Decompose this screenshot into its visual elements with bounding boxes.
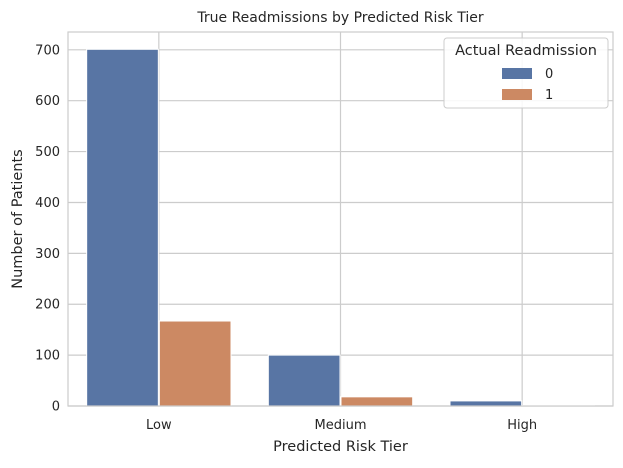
x-tick-label: Medium <box>315 418 367 433</box>
bars-layer <box>86 48 595 407</box>
bar-high-series-0 <box>449 400 523 407</box>
legend-swatch-1 <box>502 89 532 100</box>
x-tick-label: Low <box>146 418 172 433</box>
chart-title: True Readmissions by Predicted Risk Tier <box>196 10 483 26</box>
bar-low-series-1 <box>158 320 232 407</box>
y-tick-label: 300 <box>35 247 60 262</box>
y-tick-label: 600 <box>35 94 60 109</box>
y-tick-label: 500 <box>35 145 60 160</box>
bar-medium-series-1 <box>340 396 414 407</box>
x-axis-label: Predicted Risk Tier <box>273 439 408 455</box>
y-tick-label: 200 <box>35 298 60 313</box>
legend-label-0: 0 <box>545 67 553 82</box>
bar-low-series-0 <box>86 48 159 407</box>
legend-swatch-0 <box>502 68 532 79</box>
y-tick-label: 100 <box>35 349 60 364</box>
legend: Actual Readmission 0 1 <box>443 37 609 109</box>
legend-title: Actual Readmission <box>455 43 597 59</box>
y-tick-label: 0 <box>52 400 60 415</box>
bar-medium-series-0 <box>267 354 341 407</box>
y-tick-label: 700 <box>35 43 60 58</box>
y-axis-label: Number of Patients <box>10 149 26 289</box>
ticks-layer: 0 100 200 300 400 500 600 700 Low Medium High <box>35 43 537 433</box>
y-tick-label: 400 <box>35 196 60 211</box>
x-tick-label: High <box>507 418 537 433</box>
legend-label-1: 1 <box>545 88 553 103</box>
plot-frame <box>67 31 614 407</box>
